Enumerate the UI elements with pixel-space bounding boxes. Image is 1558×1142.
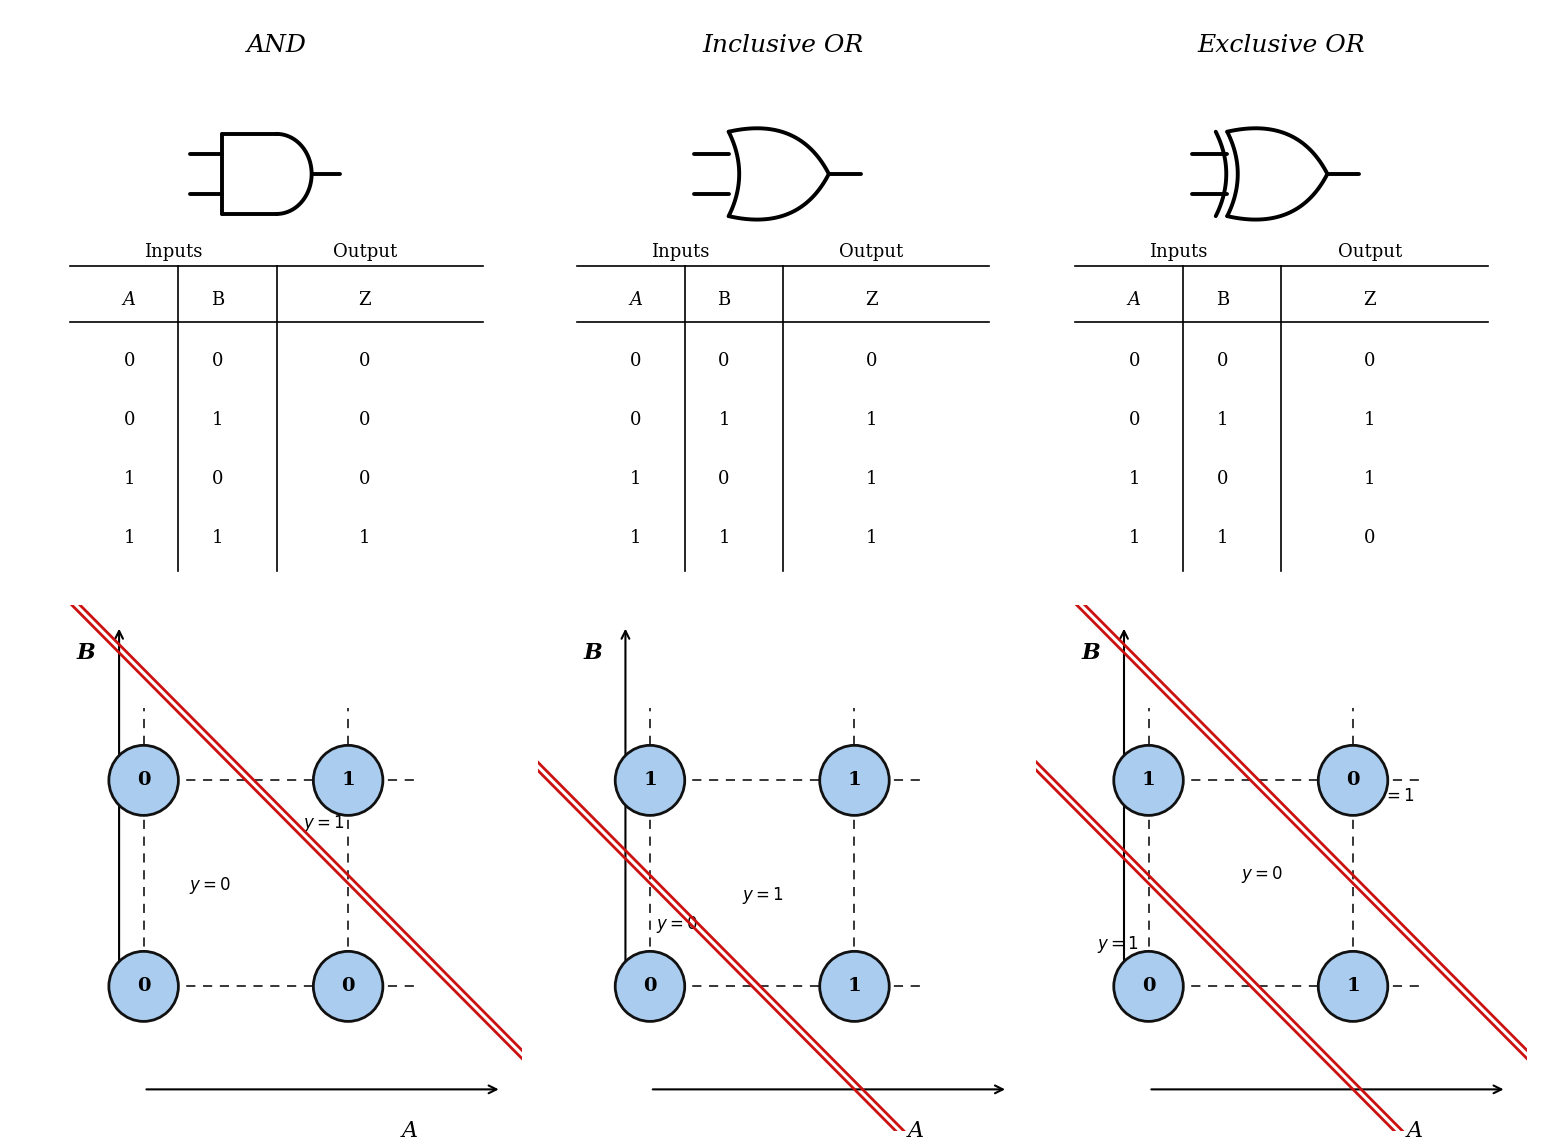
Circle shape xyxy=(1114,951,1184,1021)
Circle shape xyxy=(313,746,383,815)
Text: Inputs: Inputs xyxy=(145,242,203,260)
Text: Output: Output xyxy=(840,242,904,260)
Text: 0: 0 xyxy=(643,978,657,996)
Text: 0: 0 xyxy=(718,353,729,370)
Text: 0: 0 xyxy=(360,469,371,488)
Circle shape xyxy=(820,951,890,1021)
Text: 0: 0 xyxy=(1217,353,1228,370)
Text: $y = 1$: $y = 1$ xyxy=(304,813,344,834)
Text: 0: 0 xyxy=(1128,353,1140,370)
Circle shape xyxy=(109,746,179,815)
Text: B: B xyxy=(1081,642,1100,664)
Text: 0: 0 xyxy=(866,353,877,370)
Text: 0: 0 xyxy=(123,353,136,370)
Text: $y = 1$: $y = 1$ xyxy=(1374,786,1415,807)
Text: 0: 0 xyxy=(718,469,729,488)
Text: 0: 0 xyxy=(360,411,371,429)
Circle shape xyxy=(615,951,684,1021)
Text: Z: Z xyxy=(358,291,371,308)
Text: Inputs: Inputs xyxy=(1150,242,1207,260)
Text: 0: 0 xyxy=(629,353,642,370)
Text: 1: 1 xyxy=(718,411,729,429)
Text: 1: 1 xyxy=(1128,469,1140,488)
Text: 1: 1 xyxy=(1142,771,1156,789)
Text: 0: 0 xyxy=(1142,978,1156,996)
Text: B: B xyxy=(1215,291,1229,308)
Text: 1: 1 xyxy=(629,469,642,488)
Text: A: A xyxy=(402,1120,418,1142)
Text: A: A xyxy=(908,1120,924,1142)
Text: 0: 0 xyxy=(137,771,151,789)
Text: 1: 1 xyxy=(212,411,223,429)
Text: 1: 1 xyxy=(341,771,355,789)
Text: $y = 0$: $y = 0$ xyxy=(1240,864,1282,885)
Text: Inclusive OR: Inclusive OR xyxy=(703,34,863,57)
Text: 1: 1 xyxy=(1365,469,1376,488)
Text: 1: 1 xyxy=(360,529,371,547)
Text: 0: 0 xyxy=(1365,353,1376,370)
Text: 0: 0 xyxy=(1346,771,1360,789)
Text: 0: 0 xyxy=(123,411,136,429)
Text: 1: 1 xyxy=(1346,978,1360,996)
Circle shape xyxy=(615,746,684,815)
Text: 0: 0 xyxy=(137,978,151,996)
Text: Z: Z xyxy=(1363,291,1376,308)
Text: 0: 0 xyxy=(1365,529,1376,547)
Text: 1: 1 xyxy=(123,529,136,547)
Text: 1: 1 xyxy=(643,771,657,789)
Circle shape xyxy=(1318,951,1388,1021)
Text: 1: 1 xyxy=(1217,529,1228,547)
Text: 0: 0 xyxy=(360,353,371,370)
Text: 1: 1 xyxy=(1128,529,1140,547)
Text: 1: 1 xyxy=(212,529,223,547)
Text: Output: Output xyxy=(1338,242,1402,260)
Text: 0: 0 xyxy=(212,353,223,370)
Text: 1: 1 xyxy=(718,529,729,547)
Text: B: B xyxy=(717,291,731,308)
Text: $y = 0$: $y = 0$ xyxy=(189,875,231,895)
Text: 1: 1 xyxy=(866,469,877,488)
Text: B: B xyxy=(583,642,601,664)
Text: 0: 0 xyxy=(1217,469,1228,488)
Text: A: A xyxy=(1407,1120,1422,1142)
Circle shape xyxy=(1318,746,1388,815)
Text: $y = 1$: $y = 1$ xyxy=(1097,934,1139,956)
Text: Z: Z xyxy=(865,291,877,308)
Text: 1: 1 xyxy=(1365,411,1376,429)
Text: Exclusive OR: Exclusive OR xyxy=(1198,34,1365,57)
Text: $y = 0$: $y = 0$ xyxy=(656,914,698,934)
Text: 1: 1 xyxy=(848,771,862,789)
Text: 0: 0 xyxy=(629,411,642,429)
Circle shape xyxy=(1114,746,1184,815)
Text: Output: Output xyxy=(333,242,397,260)
Circle shape xyxy=(109,951,179,1021)
Circle shape xyxy=(820,746,890,815)
Text: B: B xyxy=(210,291,224,308)
Circle shape xyxy=(313,951,383,1021)
Text: 0: 0 xyxy=(1128,411,1140,429)
Text: Inputs: Inputs xyxy=(651,242,709,260)
Text: AND: AND xyxy=(246,34,307,57)
Text: B: B xyxy=(76,642,95,664)
Text: 1: 1 xyxy=(866,529,877,547)
Text: 1: 1 xyxy=(866,411,877,429)
Text: 0: 0 xyxy=(341,978,355,996)
Text: $y = 1$: $y = 1$ xyxy=(742,885,784,906)
Text: 1: 1 xyxy=(629,529,642,547)
Text: A: A xyxy=(629,291,642,308)
Text: 1: 1 xyxy=(123,469,136,488)
Text: A: A xyxy=(1128,291,1140,308)
Text: 1: 1 xyxy=(1217,411,1228,429)
Text: A: A xyxy=(123,291,136,308)
Text: 1: 1 xyxy=(848,978,862,996)
Text: 0: 0 xyxy=(212,469,223,488)
